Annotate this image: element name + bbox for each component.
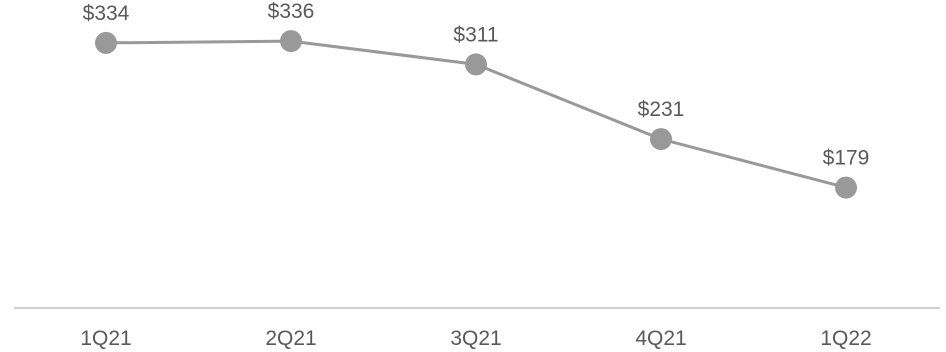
data-point-3q21 (465, 53, 487, 76)
x-tick-label-4q21: 4Q21 (635, 327, 686, 350)
x-tick-label-2q21: 2Q21 (265, 327, 316, 350)
data-point-1q22 (835, 176, 857, 199)
data-point-4q21 (650, 128, 672, 151)
data-label-4q21: $231 (638, 98, 685, 121)
data-point-2q21 (280, 30, 302, 53)
x-tick-label-3q21: 3Q21 (450, 327, 501, 350)
x-tick-label-1q22: 1Q22 (820, 327, 871, 350)
x-tick-label-1q21: 1Q21 (80, 327, 131, 350)
data-labels-group: $334 $336 $311 $231 $179 (83, 0, 870, 170)
markers-group (95, 30, 857, 199)
data-label-1q21: $334 (83, 2, 130, 25)
tick-labels-group: 1Q21 2Q21 3Q21 4Q21 1Q22 (80, 327, 871, 350)
data-label-2q21: $336 (268, 0, 315, 23)
data-point-1q21 (95, 31, 117, 54)
data-label-1q22: $179 (823, 147, 870, 170)
data-label-3q21: $311 (453, 23, 498, 46)
